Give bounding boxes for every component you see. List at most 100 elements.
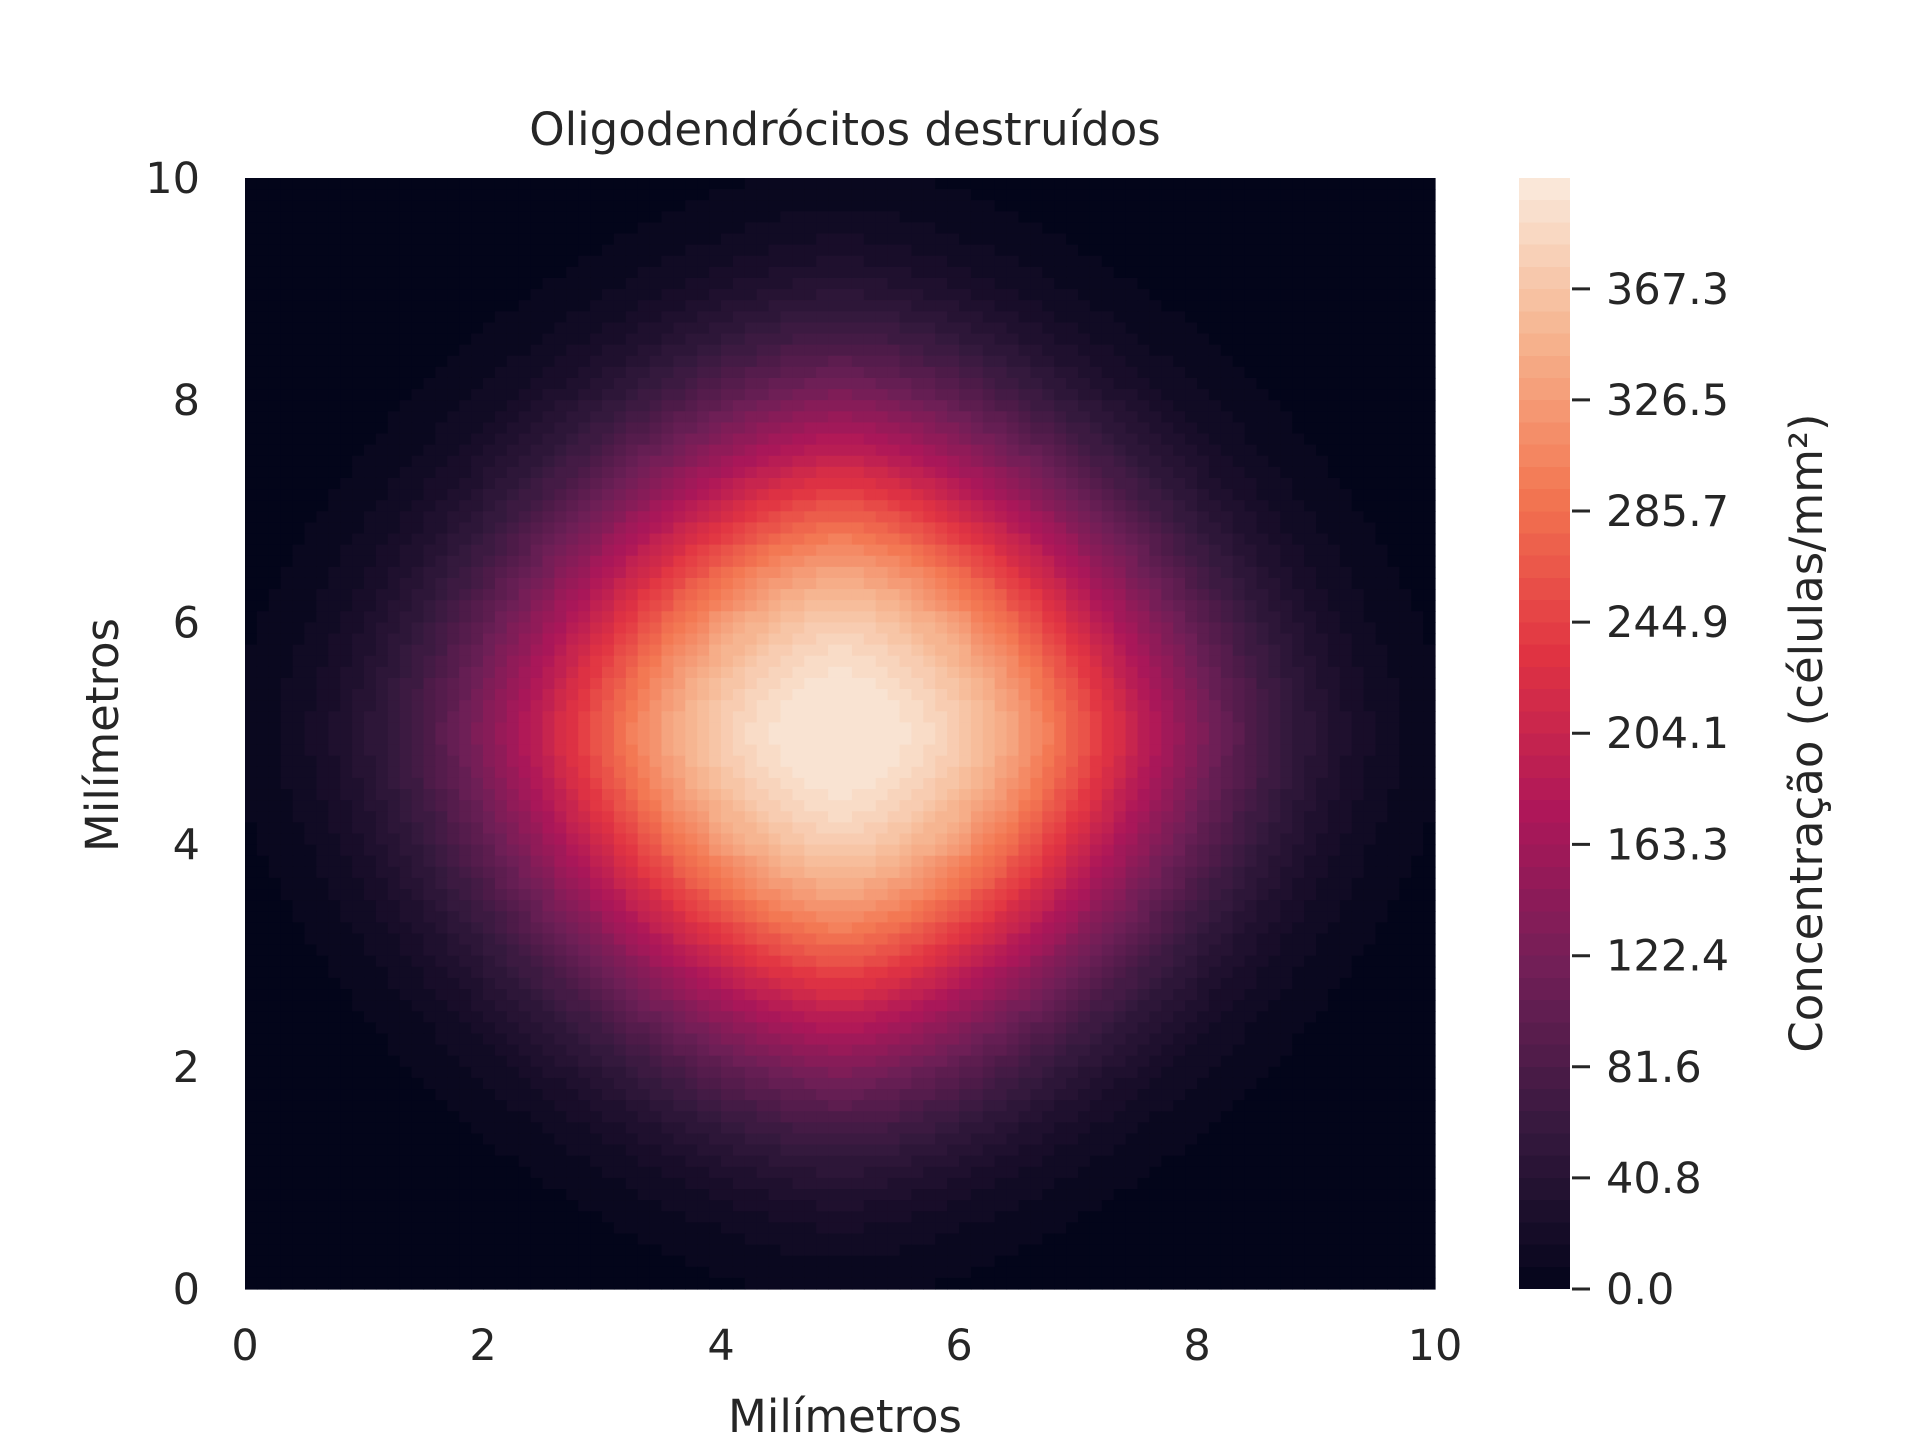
heatmap-cell bbox=[1387, 322, 1400, 335]
heatmap-cell bbox=[1339, 311, 1353, 324]
heatmap-cell bbox=[959, 377, 972, 390]
heatmap-cell bbox=[304, 533, 317, 546]
heatmap-cell bbox=[637, 600, 651, 612]
heatmap-cell bbox=[1078, 589, 1091, 601]
heatmap-cell bbox=[1078, 644, 1091, 657]
heatmap-cell bbox=[1137, 422, 1150, 435]
heatmap-cell bbox=[554, 711, 567, 723]
heatmap-cell bbox=[756, 722, 770, 735]
heatmap-cell bbox=[304, 677, 317, 690]
heatmap-cell bbox=[554, 377, 567, 390]
heatmap-cell bbox=[673, 455, 686, 468]
heatmap-cell bbox=[1316, 277, 1329, 290]
heatmap-cell bbox=[1125, 722, 1139, 735]
heatmap-cell bbox=[851, 644, 865, 657]
heatmap-cell bbox=[1327, 589, 1341, 601]
heatmap-cell bbox=[1327, 366, 1341, 379]
heatmap-cell bbox=[780, 200, 793, 212]
heatmap-cell bbox=[780, 533, 793, 546]
heatmap-cell bbox=[387, 377, 401, 390]
heatmap-cell bbox=[1173, 222, 1186, 235]
heatmap-cell bbox=[1101, 444, 1115, 457]
heatmap-cell bbox=[292, 277, 306, 290]
heatmap-cell bbox=[602, 644, 615, 657]
heatmap-cell bbox=[1089, 422, 1103, 435]
heatmap-cell bbox=[328, 200, 341, 212]
heatmap-cell bbox=[744, 655, 758, 668]
heatmap-cell bbox=[1078, 366, 1091, 379]
heatmap-cell bbox=[1327, 355, 1341, 368]
heatmap-cell bbox=[637, 222, 651, 235]
heatmap-cell bbox=[1185, 555, 1198, 568]
heatmap-cell bbox=[1292, 555, 1305, 568]
heatmap-cell bbox=[268, 633, 282, 646]
heatmap-cell bbox=[1054, 244, 1067, 257]
heatmap-cell bbox=[566, 333, 579, 346]
heatmap-cell bbox=[947, 333, 960, 346]
heatmap-cell bbox=[851, 533, 865, 546]
heatmap-cell bbox=[1089, 355, 1103, 368]
heatmap-cell bbox=[792, 689, 805, 701]
heatmap-cell bbox=[530, 544, 544, 557]
heatmap-cell bbox=[661, 222, 674, 235]
heatmap-cell bbox=[1030, 589, 1043, 601]
heatmap-cell bbox=[375, 477, 389, 490]
heatmap-cell bbox=[899, 311, 912, 324]
heatmap-cell bbox=[887, 489, 901, 501]
heatmap-cell bbox=[1197, 289, 1210, 301]
heatmap-cell bbox=[970, 466, 984, 479]
heatmap-cell bbox=[1173, 666, 1186, 679]
heatmap-cell bbox=[816, 178, 829, 190]
heatmap-cell bbox=[804, 222, 817, 235]
heatmap-cell bbox=[935, 311, 948, 324]
heatmap-cell bbox=[590, 366, 603, 379]
heatmap-cell bbox=[364, 500, 377, 512]
heatmap-cell bbox=[994, 466, 1008, 479]
heatmap-cell bbox=[1042, 400, 1055, 412]
heatmap-cell bbox=[1066, 355, 1079, 368]
heatmap-cell bbox=[1161, 311, 1174, 324]
heatmap-cell bbox=[851, 400, 865, 412]
heatmap-cell bbox=[1101, 555, 1115, 568]
heatmap-cell bbox=[256, 377, 270, 390]
heatmap-cell bbox=[1149, 266, 1162, 279]
heatmap-cell bbox=[1185, 533, 1198, 546]
heatmap-cell bbox=[1423, 211, 1436, 224]
heatmap-cell bbox=[566, 522, 579, 535]
heatmap-cell bbox=[911, 400, 924, 412]
heatmap-cell bbox=[245, 355, 258, 368]
heatmap-cell bbox=[899, 511, 912, 524]
heatmap-cell bbox=[816, 522, 829, 535]
heatmap-cell bbox=[1316, 577, 1329, 590]
heatmap-cell bbox=[1232, 533, 1246, 546]
heatmap-cell bbox=[804, 622, 817, 635]
heatmap-cell bbox=[518, 178, 532, 190]
heatmap-cell bbox=[732, 244, 746, 257]
heatmap-cell bbox=[1101, 244, 1115, 257]
heatmap-cell bbox=[697, 622, 710, 635]
heatmap-cell bbox=[994, 689, 1008, 701]
heatmap-cell bbox=[1161, 566, 1174, 579]
heatmap-cell bbox=[1256, 533, 1269, 546]
heatmap-cell bbox=[1066, 600, 1079, 612]
heatmap-cell bbox=[935, 422, 948, 435]
heatmap-cell bbox=[1149, 244, 1162, 257]
heatmap-cell bbox=[1030, 666, 1043, 679]
heatmap-cell bbox=[459, 344, 472, 357]
heatmap-cell bbox=[328, 633, 341, 646]
heatmap-cell bbox=[899, 277, 912, 290]
heatmap-cell bbox=[923, 422, 936, 435]
heatmap-cell bbox=[1149, 633, 1162, 646]
heatmap-cell bbox=[483, 722, 496, 735]
heatmap-cell bbox=[732, 511, 746, 524]
heatmap-cell bbox=[1375, 255, 1388, 268]
heatmap-cell bbox=[1220, 200, 1234, 212]
heatmap-cell bbox=[542, 555, 555, 568]
heatmap-cell bbox=[1363, 266, 1377, 279]
heatmap-cell bbox=[1185, 277, 1198, 290]
heatmap-cell bbox=[1399, 677, 1412, 690]
heatmap-cell bbox=[1078, 233, 1091, 246]
heatmap-cell bbox=[970, 666, 984, 679]
heatmap-cell bbox=[518, 489, 532, 501]
heatmap-cell bbox=[1316, 300, 1329, 312]
